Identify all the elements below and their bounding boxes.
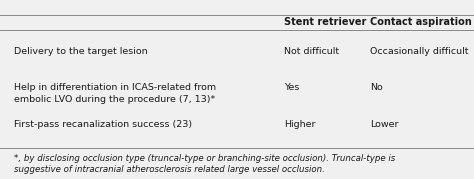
Text: No: No [370, 83, 383, 92]
Text: Help in differentiation in ICAS-related from
embolic LVO during the procedure (7: Help in differentiation in ICAS-related … [14, 83, 216, 104]
Text: Lower: Lower [370, 120, 398, 129]
Text: Not difficult: Not difficult [284, 47, 339, 55]
Text: Stent retriever: Stent retriever [284, 17, 367, 27]
Text: Delivery to the target lesion: Delivery to the target lesion [14, 47, 148, 55]
Text: First-pass recanalization success (23): First-pass recanalization success (23) [14, 120, 192, 129]
Text: *, by disclosing occlusion type (truncal-type or branching-site occlusion). Trun: *, by disclosing occlusion type (truncal… [14, 154, 395, 174]
Text: Contact aspiration: Contact aspiration [370, 17, 472, 27]
Text: Occasionally difficult: Occasionally difficult [370, 47, 468, 55]
Text: Higher: Higher [284, 120, 316, 129]
Text: Yes: Yes [284, 83, 300, 92]
